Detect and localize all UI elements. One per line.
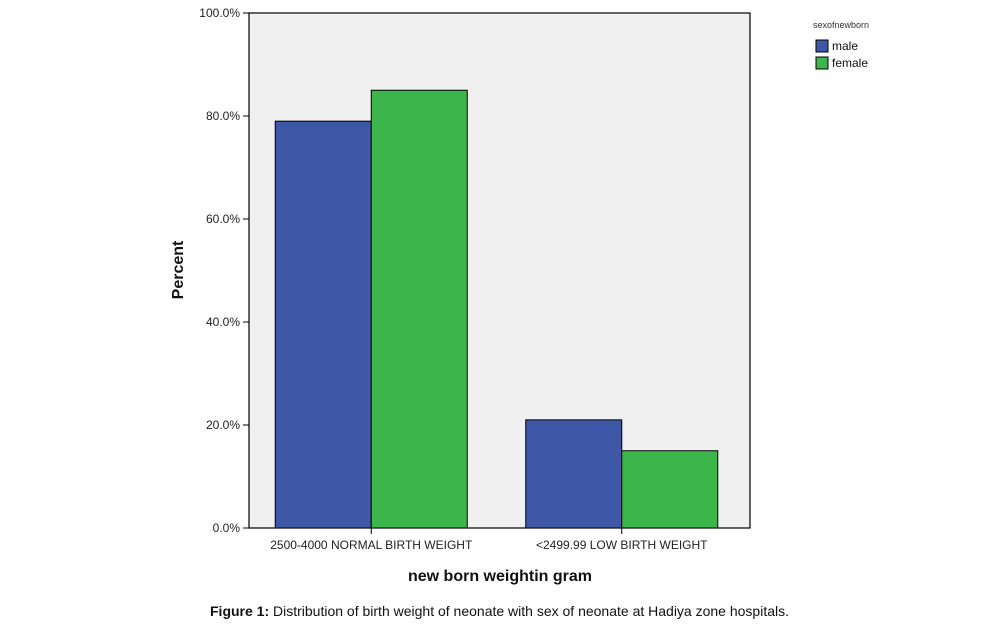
y-tick-label: 80.0% (206, 109, 240, 123)
legend-title: sexofnewborn (813, 20, 869, 30)
x-axis-title: new born weightin gram (408, 568, 592, 585)
y-tick-label: 0.0% (213, 521, 241, 535)
y-tick-label: 40.0% (206, 315, 240, 329)
legend-swatch-female (815, 56, 829, 70)
y-axis-title: Percent (170, 240, 187, 299)
bar-female-0 (370, 89, 468, 529)
bar-female-1 (621, 450, 719, 529)
bars-group (274, 89, 719, 529)
bar-male-1 (525, 419, 623, 529)
x-tick-label: <2499.99 LOW BIRTH WEIGHT (536, 538, 708, 552)
legend-label-male: male (832, 39, 858, 53)
legend-swatch-male (815, 39, 829, 53)
figure-caption: Figure 1: Distribution of birth weight o… (0, 603, 999, 619)
bar-male-0 (274, 120, 372, 529)
y-axis: 0.0% 20.0% 40.0% 60.0% 80.0% 100.0% (199, 6, 249, 535)
bar-chart: 0.0% 20.0% 40.0% 60.0% 80.0% 100.0% 2500-4000… (170, 6, 869, 585)
y-tick-label: 60.0% (206, 212, 240, 226)
x-axis: 2500-4000 NORMAL BIRTH WEIGHT <2499.99 LO… (270, 528, 708, 552)
y-tick-label: 100.0% (199, 6, 240, 20)
caption-label: Figure 1: (210, 603, 270, 619)
x-tick-label: 2500-4000 NORMAL BIRTH WEIGHT (270, 538, 473, 552)
caption-text: Distribution of birth weight of neonate … (269, 603, 789, 619)
legend-label-female: female (832, 56, 868, 70)
y-tick-label: 20.0% (206, 418, 240, 432)
legend: sexofnewborn male female (813, 20, 869, 70)
